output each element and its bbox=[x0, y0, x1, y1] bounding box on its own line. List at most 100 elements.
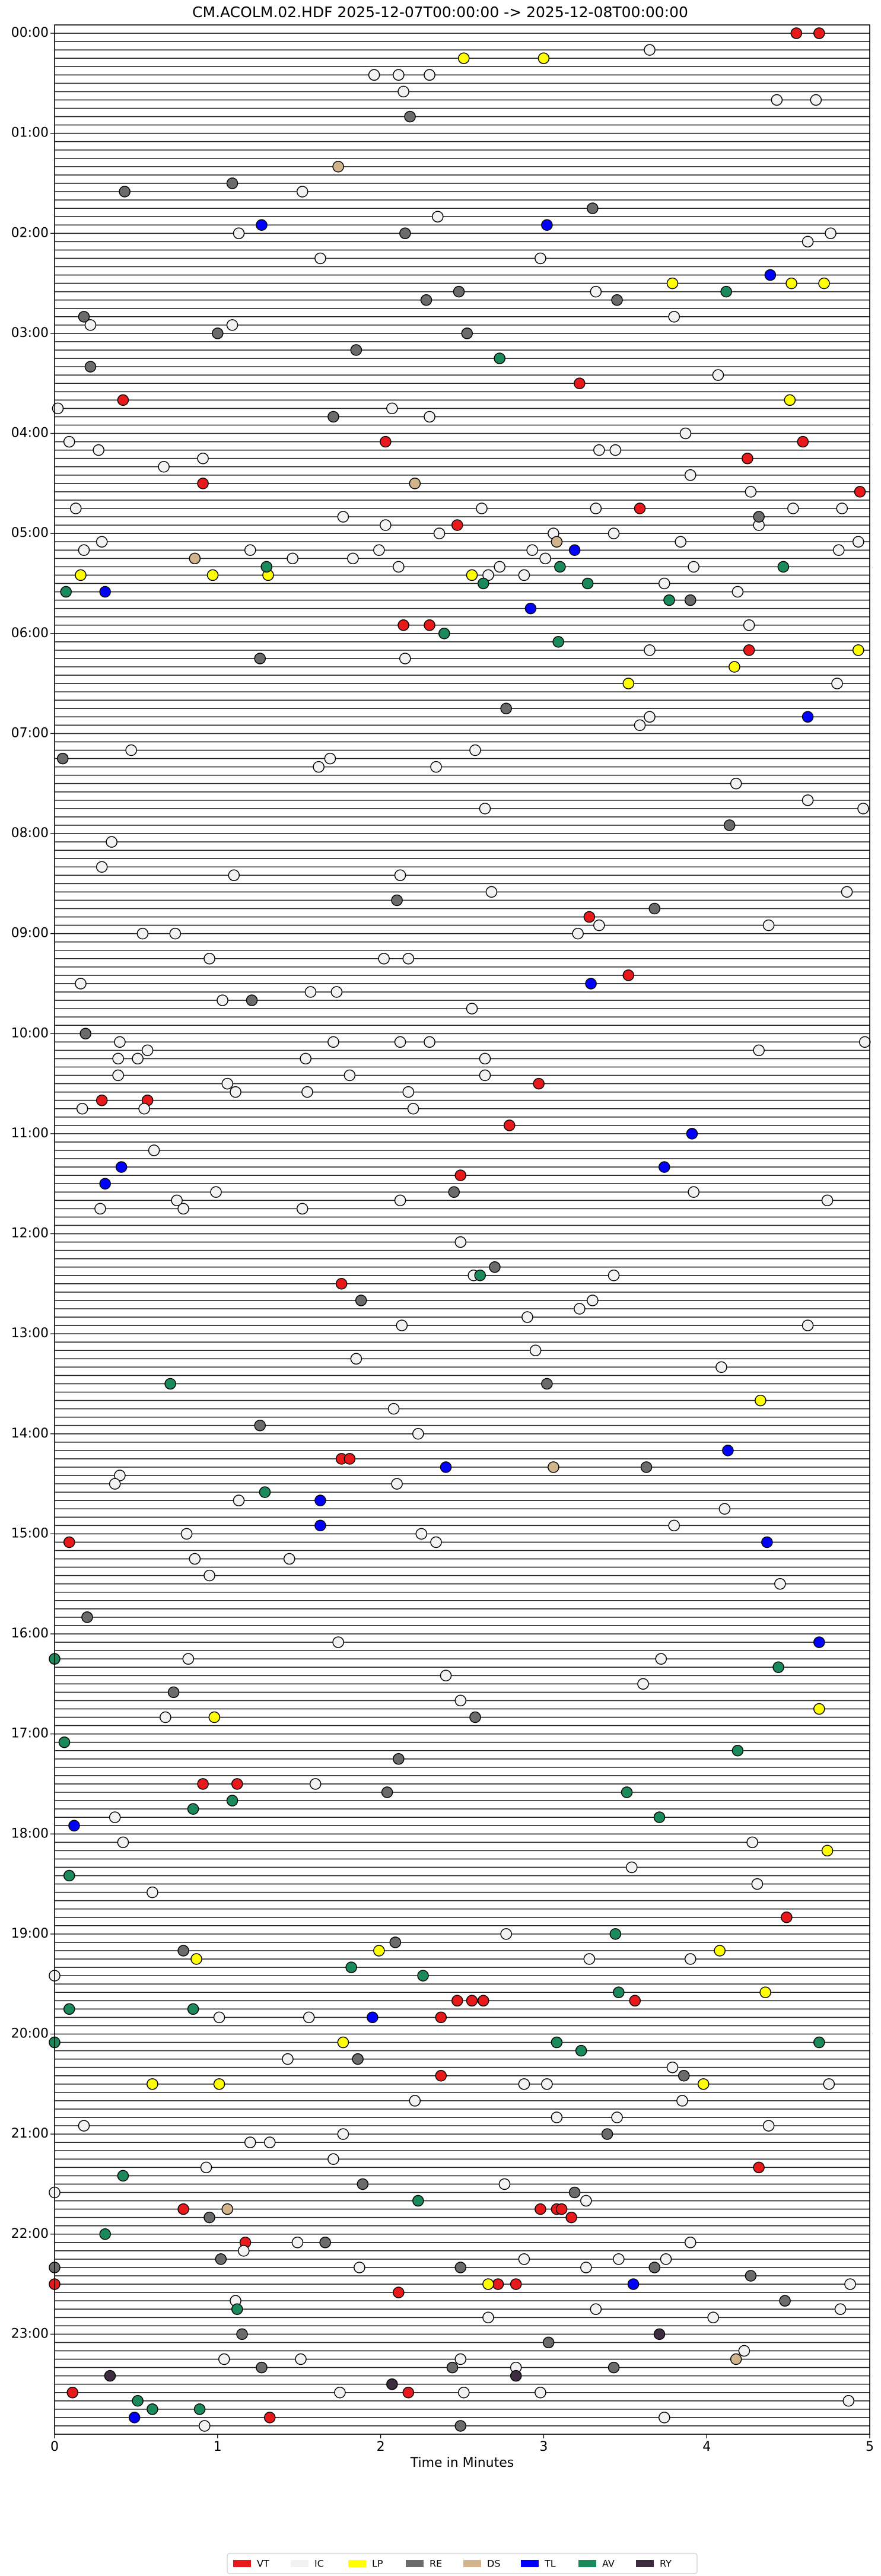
event-marker bbox=[611, 2111, 623, 2123]
event-marker bbox=[96, 861, 108, 873]
x-tick-label: 5 bbox=[866, 2440, 874, 2454]
event-marker bbox=[731, 586, 744, 598]
event-marker bbox=[112, 1069, 124, 1082]
event-marker bbox=[779, 2295, 791, 2307]
event-marker bbox=[337, 511, 349, 523]
event-marker bbox=[407, 1102, 419, 1115]
event-marker bbox=[236, 2328, 248, 2340]
event-marker bbox=[541, 1378, 553, 1390]
event-marker bbox=[771, 94, 783, 106]
event-marker bbox=[440, 1669, 452, 1682]
event-marker bbox=[565, 2211, 577, 2224]
event-marker bbox=[397, 619, 409, 631]
event-marker bbox=[354, 2262, 365, 2273]
event-marker bbox=[503, 1120, 516, 1131]
event-marker bbox=[412, 1428, 424, 1440]
x-tick-label: 3 bbox=[539, 2440, 548, 2454]
event-marker bbox=[574, 1303, 586, 1315]
event-marker bbox=[762, 919, 775, 931]
plot-frame bbox=[54, 24, 870, 2435]
event-marker bbox=[568, 2186, 581, 2199]
y-tick-label: 12:00 bbox=[11, 1226, 49, 1241]
event-marker bbox=[743, 644, 755, 656]
event-marker bbox=[389, 1936, 402, 1948]
event-marker bbox=[797, 435, 809, 448]
event-marker bbox=[574, 377, 586, 389]
event-marker bbox=[469, 744, 481, 756]
event-marker bbox=[666, 277, 679, 290]
event-marker bbox=[189, 552, 201, 565]
event-marker bbox=[56, 752, 69, 765]
event-marker bbox=[529, 1344, 542, 1357]
event-marker bbox=[679, 427, 692, 440]
event-marker bbox=[79, 1028, 91, 1040]
event-marker bbox=[303, 2011, 315, 2024]
series-re bbox=[49, 110, 791, 2432]
event-marker bbox=[697, 2078, 710, 2090]
event-marker bbox=[114, 1036, 126, 1048]
event-marker bbox=[731, 1744, 744, 1757]
event-marker bbox=[58, 1736, 71, 1748]
event-marker bbox=[233, 227, 245, 240]
event-marker bbox=[213, 2078, 225, 2090]
event-marker bbox=[63, 435, 75, 448]
legend-label: IC bbox=[314, 2558, 324, 2569]
event-marker bbox=[551, 536, 563, 548]
event-marker bbox=[282, 2053, 294, 2065]
y-tick-label: 18:00 bbox=[11, 1826, 49, 1841]
x-tick-label: 1 bbox=[214, 2440, 222, 2454]
y-tick-label: 02:00 bbox=[11, 225, 49, 240]
event-marker bbox=[228, 869, 240, 882]
event-marker bbox=[518, 2253, 530, 2265]
event-marker bbox=[590, 285, 602, 298]
event-marker bbox=[404, 110, 416, 123]
event-marker bbox=[761, 1536, 773, 1548]
event-marker bbox=[233, 1494, 245, 1506]
event-marker bbox=[825, 227, 837, 240]
legend-swatch bbox=[233, 2560, 251, 2567]
event-marker bbox=[319, 2237, 331, 2249]
event-marker bbox=[659, 2412, 670, 2424]
event-marker bbox=[148, 1144, 160, 1156]
event-marker bbox=[742, 452, 753, 465]
event-marker bbox=[634, 719, 646, 732]
event-marker bbox=[381, 1786, 393, 1798]
event-marker bbox=[78, 311, 90, 323]
event-marker bbox=[823, 2078, 835, 2090]
event-marker bbox=[169, 927, 182, 940]
event-marker bbox=[117, 1836, 129, 1849]
y-tick-label: 10:00 bbox=[11, 1026, 49, 1041]
event-marker bbox=[762, 2120, 775, 2132]
event-marker bbox=[106, 836, 117, 848]
event-marker bbox=[457, 2386, 470, 2399]
event-marker bbox=[634, 503, 646, 514]
event-marker bbox=[648, 902, 661, 915]
event-marker bbox=[350, 1353, 362, 1365]
event-marker bbox=[802, 236, 814, 248]
event-marker bbox=[593, 444, 605, 456]
event-marker bbox=[197, 452, 209, 465]
event-marker bbox=[68, 1820, 80, 1831]
event-marker bbox=[554, 561, 566, 573]
event-marker bbox=[676, 2095, 688, 2107]
event-marker bbox=[63, 1536, 75, 1548]
event-marker bbox=[648, 2262, 661, 2273]
event-marker bbox=[230, 1086, 241, 1098]
event-marker bbox=[256, 2361, 268, 2374]
event-marker bbox=[226, 1795, 238, 1807]
event-marker bbox=[63, 2003, 75, 2015]
event-marker bbox=[367, 2011, 379, 2024]
event-marker bbox=[190, 1953, 202, 1965]
event-marker bbox=[469, 1711, 481, 1723]
event-marker bbox=[621, 1786, 633, 1798]
legend-swatch bbox=[348, 2560, 366, 2567]
event-marker bbox=[334, 2386, 346, 2399]
event-marker bbox=[601, 2128, 613, 2140]
event-marker bbox=[746, 1836, 758, 1849]
event-marker bbox=[430, 761, 442, 773]
event-marker bbox=[391, 1478, 403, 1490]
event-marker bbox=[451, 1995, 463, 2007]
event-marker bbox=[668, 1519, 680, 1532]
event-marker bbox=[454, 2353, 467, 2365]
legend-frame bbox=[227, 2553, 698, 2574]
